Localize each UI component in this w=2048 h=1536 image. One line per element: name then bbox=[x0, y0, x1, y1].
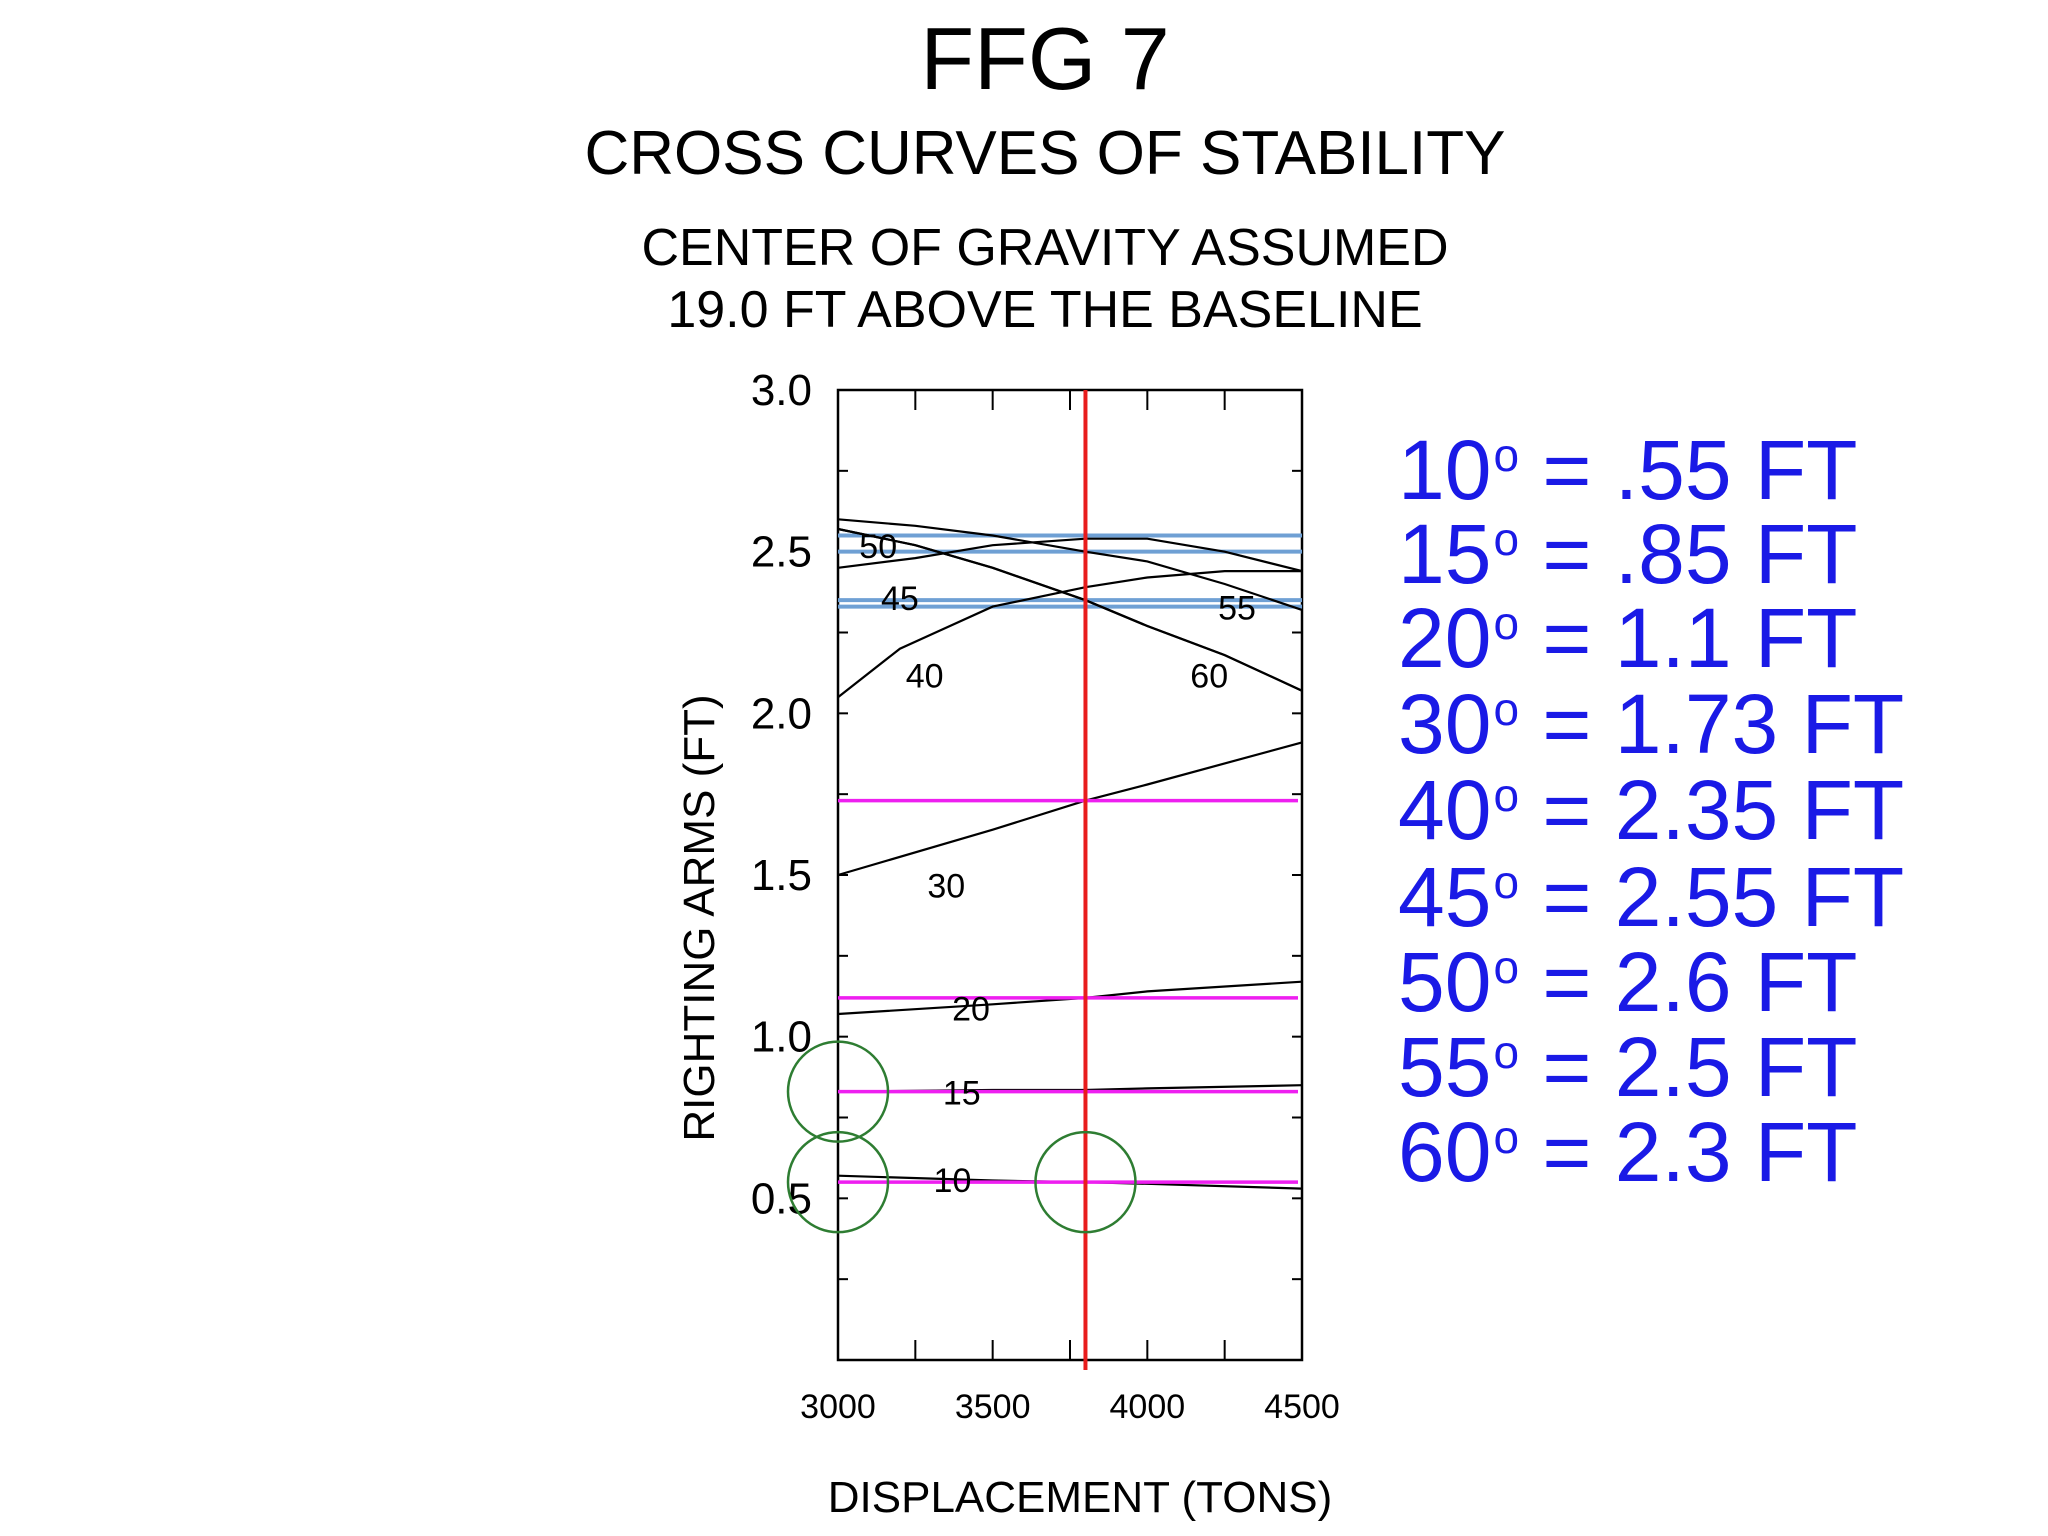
chart-title: FFG 7 bbox=[920, 9, 1170, 108]
y-tick-label: 1.0 bbox=[751, 1013, 812, 1062]
curve-label: 20 bbox=[952, 991, 990, 1029]
degree-symbol: o bbox=[1493, 513, 1520, 565]
y-tick-label: 2.0 bbox=[751, 689, 812, 738]
result-item: 15o = .85 FT bbox=[1398, 512, 1858, 596]
magenta-readout-lines bbox=[838, 798, 1298, 1184]
result-item: 60o = 2.3 FT bbox=[1398, 1110, 1858, 1194]
circled-point bbox=[786, 1040, 890, 1143]
curve-label: 50 bbox=[859, 528, 897, 566]
result-value: = 2.55 FT bbox=[1519, 850, 1905, 944]
result-item: 55o = 2.5 FT bbox=[1398, 1025, 1858, 1109]
result-value: = .85 FT bbox=[1519, 507, 1858, 601]
result-item: 40o = 2.35 FT bbox=[1398, 768, 1904, 852]
x-tick-label: 3500 bbox=[955, 1388, 1031, 1426]
curve-label: 30 bbox=[927, 868, 965, 906]
curve-label: 40 bbox=[906, 657, 944, 695]
x-axis-label: DISPLACEMENT (TONS) bbox=[828, 1473, 1332, 1522]
result-item: 45o = 2.55 FT bbox=[1398, 855, 1904, 939]
circled-point bbox=[786, 1130, 890, 1234]
y-tick-label: 1.5 bbox=[751, 851, 812, 900]
result-value: = 1.1 FT bbox=[1519, 591, 1858, 685]
result-item: 10o = .55 FT bbox=[1398, 428, 1858, 512]
result-value: = .55 FT bbox=[1519, 423, 1858, 517]
curve-30 bbox=[837, 741, 1303, 877]
result-value: = 2.5 FT bbox=[1519, 1020, 1858, 1114]
degree-symbol: o bbox=[1493, 597, 1520, 649]
chart-subtitle: CROSS CURVES OF STABILITY bbox=[584, 119, 1506, 188]
degree-symbol: o bbox=[1493, 941, 1520, 993]
result-angle: 10 bbox=[1398, 423, 1492, 517]
result-angle: 55 bbox=[1398, 1020, 1492, 1114]
curve-label: 45 bbox=[881, 580, 919, 618]
x-tick-label: 4500 bbox=[1264, 1388, 1340, 1426]
curve-label: 15 bbox=[943, 1075, 981, 1113]
result-value: = 1.73 FT bbox=[1519, 677, 1905, 771]
curve-labels: 50 45 55 40 60 30 20 15 10 bbox=[859, 528, 1256, 1200]
result-angle: 60 bbox=[1398, 1105, 1492, 1199]
degree-symbol: o bbox=[1493, 429, 1520, 481]
result-value: = 2.3 FT bbox=[1519, 1105, 1858, 1199]
curve-label: 55 bbox=[1218, 590, 1256, 628]
cg-note-line-1: CENTER OF GRAVITY ASSUMED bbox=[641, 219, 1449, 277]
degree-symbol: o bbox=[1493, 683, 1520, 735]
cg-note-line-2: 19.0 FT ABOVE THE BASELINE bbox=[667, 281, 1423, 339]
y-tick-label: 2.5 bbox=[751, 528, 812, 577]
circled-points bbox=[786, 1040, 1137, 1234]
result-item: 20o = 1.1 FT bbox=[1398, 596, 1858, 680]
result-item: 50o = 2.6 FT bbox=[1398, 940, 1858, 1024]
y-axis-label: RIGHTING ARMS (FT) bbox=[675, 694, 724, 1141]
result-angle: 30 bbox=[1398, 677, 1492, 771]
curve-label: 10 bbox=[934, 1162, 972, 1200]
result-angle: 45 bbox=[1398, 850, 1492, 944]
degree-symbol: o bbox=[1493, 1026, 1520, 1078]
circled-point bbox=[1034, 1130, 1137, 1234]
curve-label: 60 bbox=[1190, 657, 1228, 695]
result-item: 30o = 1.73 FT bbox=[1398, 682, 1904, 766]
degree-symbol: o bbox=[1493, 856, 1520, 908]
result-angle: 20 bbox=[1398, 591, 1492, 685]
result-angle: 15 bbox=[1398, 507, 1492, 601]
y-tick-label: 3.0 bbox=[751, 366, 812, 415]
result-angle: 40 bbox=[1398, 763, 1492, 857]
result-angle: 50 bbox=[1398, 935, 1492, 1029]
x-tick-label: 4000 bbox=[1110, 1388, 1186, 1426]
degree-symbol: o bbox=[1493, 769, 1520, 821]
result-value: = 2.6 FT bbox=[1519, 935, 1858, 1029]
result-value: = 2.35 FT bbox=[1519, 763, 1905, 857]
degree-symbol: o bbox=[1493, 1111, 1520, 1163]
x-tick-label: 3000 bbox=[800, 1388, 876, 1426]
